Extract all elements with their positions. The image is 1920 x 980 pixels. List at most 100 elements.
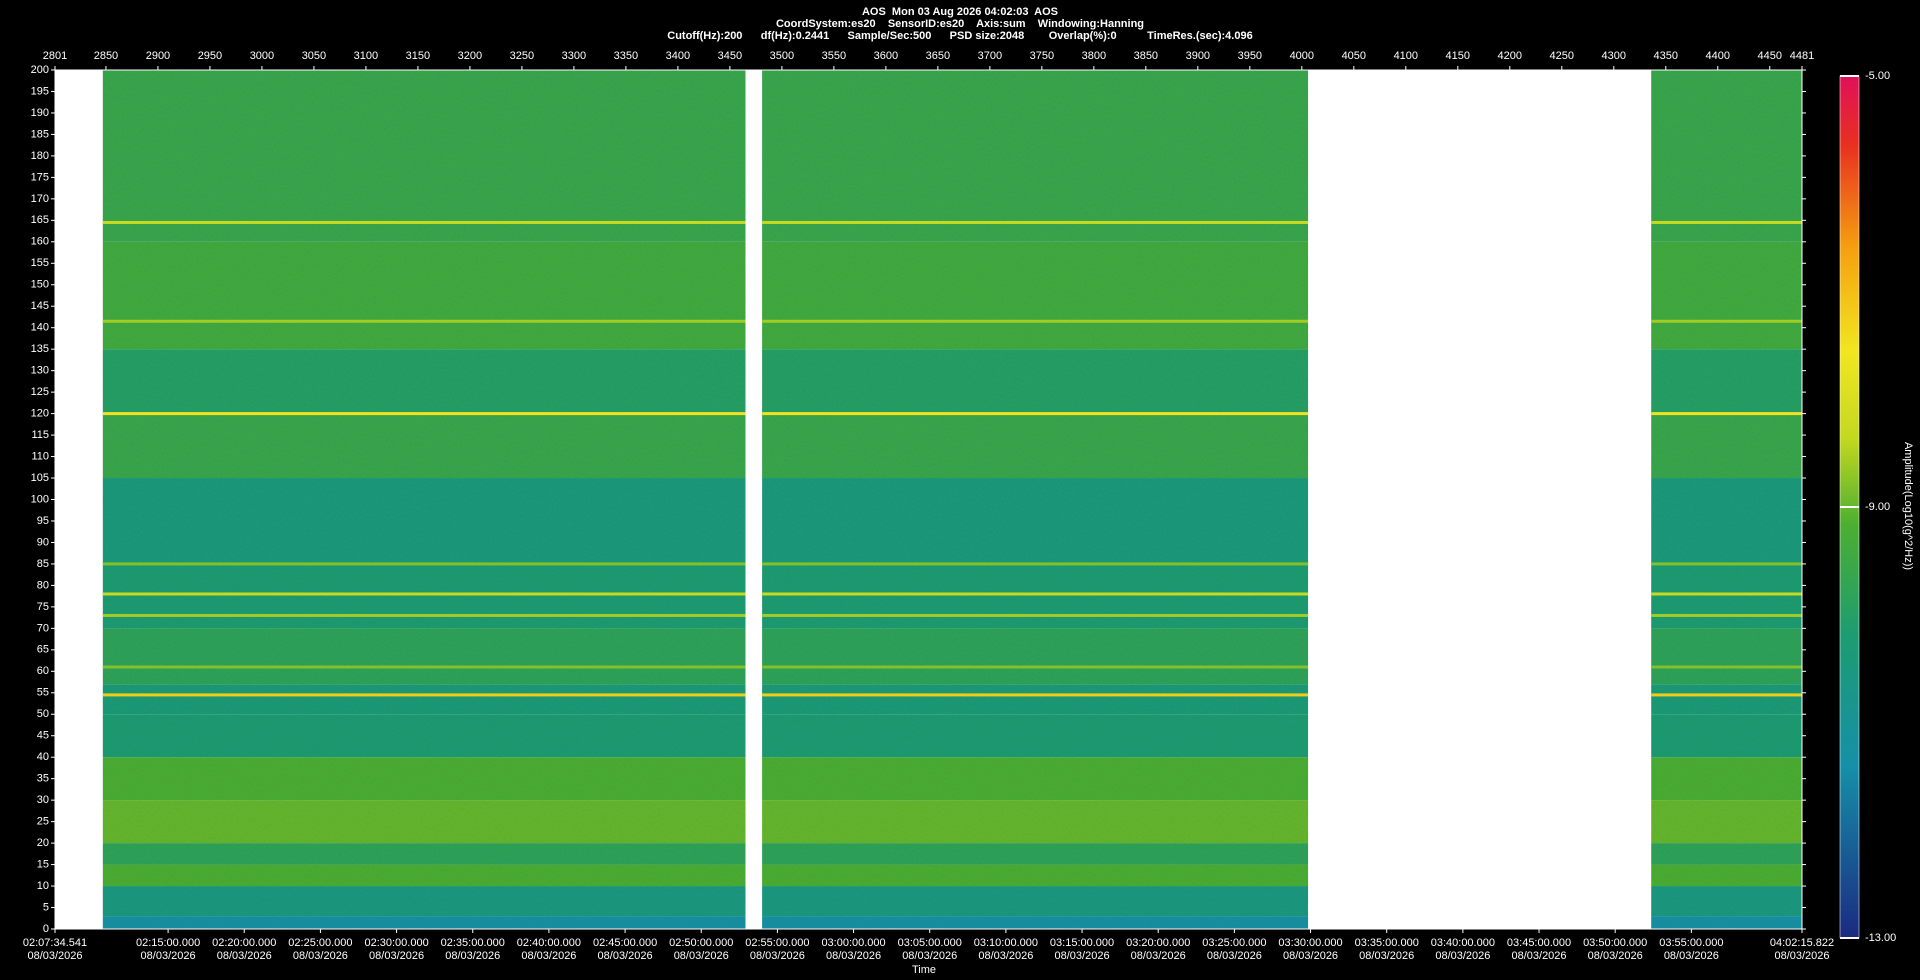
spectral-line [102,319,746,323]
y-tick-label: 65 [37,644,49,656]
top-tick-label: 4350 [1654,50,1678,62]
time-tick-label: 02:45:00.000 [593,937,657,949]
y-tick-label: 35 [37,773,49,785]
spectral-line [1651,412,1802,416]
time-tick-label: 02:30:00.000 [364,937,428,949]
date-tick-label: 08/03/2026 [978,950,1033,962]
time-tick-label: 03:25:00.000 [1202,937,1266,949]
spectral-line [102,592,746,596]
spectral-line [762,665,1309,669]
top-tick-label: 2950 [198,50,222,62]
top-tick-label: 3800 [1082,50,1106,62]
data-segment [1651,70,1802,929]
y-tick-label: 5 [43,901,49,913]
y-tick-label: 110 [31,450,49,462]
spectral-line [102,562,746,566]
y-tick-label: 90 [37,536,49,548]
time-tick-label: 02:20:00.000 [212,937,276,949]
y-tick-label: 120 [31,408,49,420]
top-tick-label: 2850 [94,50,118,62]
spectral-line [762,693,1309,697]
time-tick-label: 02:35:00.000 [441,937,505,949]
top-tick-label: 3700 [978,50,1002,62]
y-tick-label: 200 [31,64,49,76]
date-tick-label: 08/03/2026 [1359,950,1414,962]
y-tick-label: 30 [37,794,49,806]
date-tick-label: 08/03/2026 [1207,950,1262,962]
top-tick-label: 3300 [562,50,586,62]
y-tick-label: 115 [31,429,49,441]
date-tick-label: 08/03/2026 [826,950,881,962]
top-tick-label: 3100 [354,50,378,62]
colorbar-tick-label: -13.00 [1865,932,1896,944]
spectral-line [102,613,746,617]
date-tick-label: 08/03/2026 [1588,950,1643,962]
spectral-line [1651,592,1802,596]
spectral-line [1651,319,1802,323]
time-tick-label: 02:40:00.000 [517,937,581,949]
y-tick-label: 195 [31,85,49,97]
top-tick-label: 3500 [770,50,794,62]
y-tick-label: 100 [31,493,49,505]
y-tick-label: 45 [37,730,49,742]
top-tick-label: 3750 [1030,50,1054,62]
time-tick-label: 02:55:00.000 [745,937,809,949]
date-tick-label: 08/03/2026 [217,950,272,962]
top-tick-label: 3550 [822,50,846,62]
time-tick-label: 02:07:34.541 [23,937,87,949]
time-tick-label: 03:10:00.000 [974,937,1038,949]
y-tick-label: 0 [43,923,49,935]
spectral-line [762,562,1309,566]
data-segment [102,70,746,929]
time-tick-label: 04:02:15.822 [1770,937,1834,949]
y-tick-label: 85 [37,558,49,570]
date-tick-label: 08/03/2026 [1283,950,1338,962]
time-tick-label: 03:30:00.000 [1278,937,1342,949]
spectral-line [102,693,746,697]
date-tick-label: 08/03/2026 [521,950,576,962]
spectral-line [762,220,1309,224]
colorbar-tick-label: -9.00 [1865,501,1890,513]
time-tick-label: 03:50:00.000 [1583,937,1647,949]
y-tick-label: 150 [31,279,49,291]
top-tick-label: 3650 [926,50,950,62]
top-tick-label: 3050 [302,50,326,62]
noise-texture [1651,70,1802,929]
spectral-line [1651,693,1802,697]
y-tick-label: 55 [37,687,49,699]
x-axis-label: Time [912,964,936,976]
top-tick-label: 4450 [1758,50,1782,62]
top-tick-label: 3400 [666,50,690,62]
top-tick-label: 4300 [1602,50,1626,62]
top-tick-label: 3200 [458,50,482,62]
y-tick-label: 70 [37,622,49,634]
top-tick-label: 4200 [1498,50,1522,62]
y-tick-label: 25 [37,816,49,828]
y-tick-label: 165 [31,214,49,226]
y-tick-label: 10 [37,880,49,892]
y-tick-label: 105 [31,472,49,484]
top-tick-label: 3600 [874,50,898,62]
spectral-line [1651,220,1802,224]
top-tick-label: 4400 [1706,50,1730,62]
spectral-line [762,319,1309,323]
y-tick-label: 75 [37,601,49,613]
title-line: Cutoff(Hz):200 df(Hz):0.2441 Sample/Sec:… [667,30,1252,42]
date-tick-label: 08/03/2026 [1774,950,1829,962]
time-tick-label: 03:20:00.000 [1126,937,1190,949]
spectral-line [102,220,746,224]
spectral-line [1651,665,1802,669]
y-tick-label: 145 [31,300,49,312]
top-tick-label: 3950 [1238,50,1262,62]
date-tick-label: 08/03/2026 [902,950,957,962]
time-tick-label: 03:40:00.000 [1431,937,1495,949]
y-tick-label: 20 [37,837,49,849]
top-tick-label: 4100 [1394,50,1418,62]
y-tick-label: 130 [31,365,49,377]
top-tick-label: 4481 [1790,50,1814,62]
date-tick-label: 08/03/2026 [369,950,424,962]
date-tick-label: 08/03/2026 [1511,950,1566,962]
time-tick-label: 03:15:00.000 [1050,937,1114,949]
y-tick-label: 175 [31,171,49,183]
